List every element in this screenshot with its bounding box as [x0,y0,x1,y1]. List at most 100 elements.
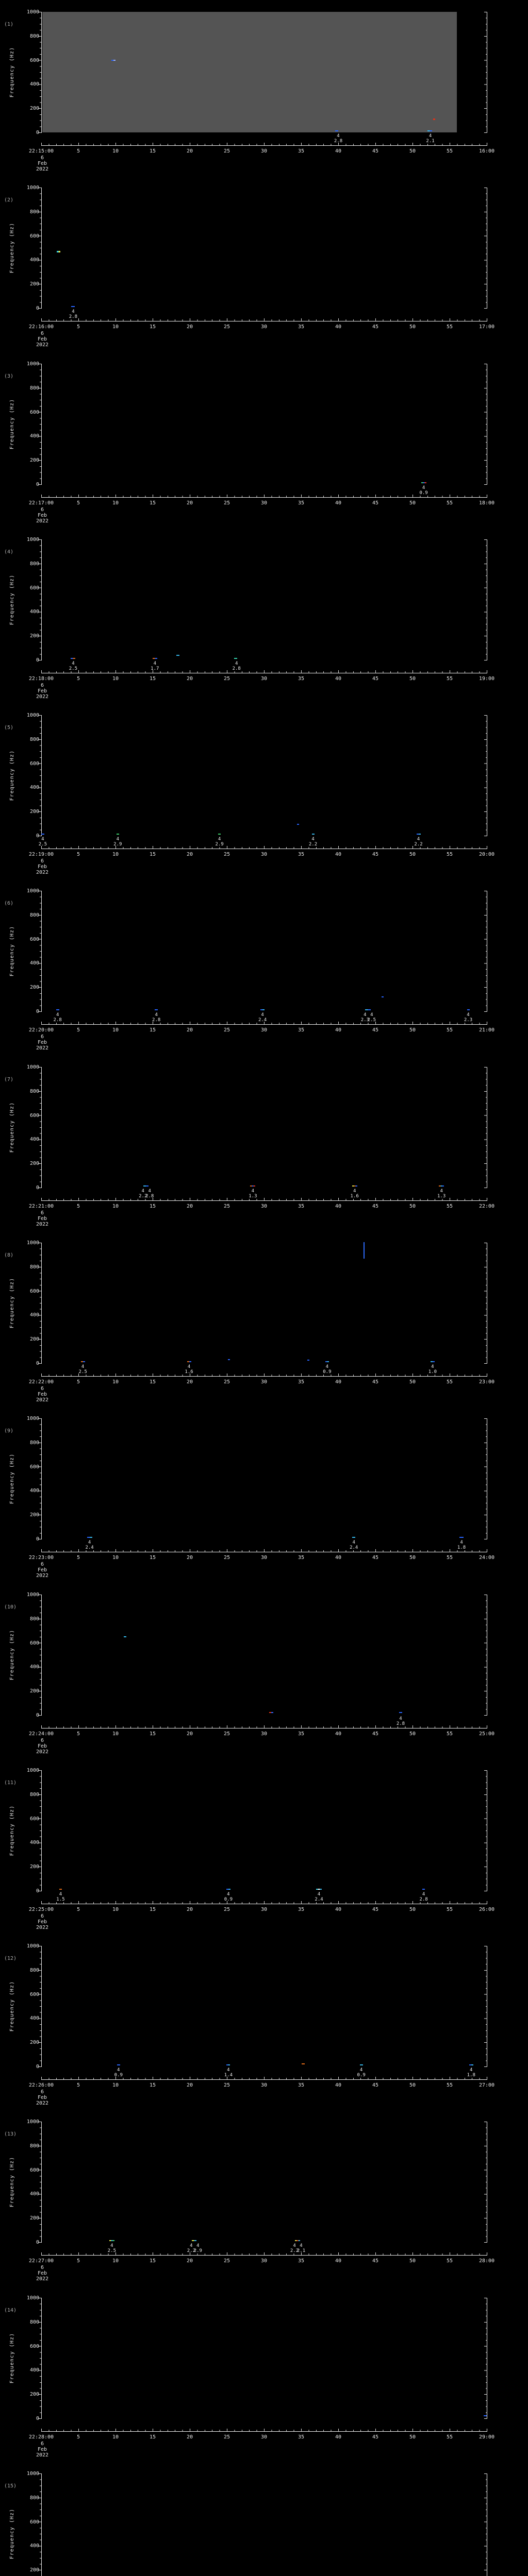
x-axis-line [41,1024,487,1025]
spectrogram-energy-mark [260,1009,265,1011]
panel-index-label: (4) [4,549,14,555]
x-tick-label: 45 [372,2082,379,2088]
y-tick-label: 800 [29,2319,39,2325]
y-tick-label: 0 [36,2240,39,2245]
x-tick-label: 50 [409,2258,416,2264]
spectrogram-energy-mark [226,2064,230,2066]
event-magnitude-label: 1.0 [428,1369,437,1375]
spectrogram-panel: (11) Frequency (Hz) 1000 800 600 400 200 0 5 10 15… [0,1758,528,1934]
y-axis-minor-ticks-right [486,715,487,836]
y-tick-label: 200 [29,1161,39,1167]
y-axis-left [41,1770,42,1891]
x-axis-date-line: Feb [37,1392,47,1397]
event-magnitude-label: 1.6 [350,1194,359,1199]
event-count-label: 4 [141,1189,144,1194]
x-tick-label: 35 [298,852,305,857]
x-axis-end-time-label: 27:00 [478,2082,495,2088]
x-tick-label: 45 [372,1027,379,1033]
spectrogram-energy-mark [228,1359,230,1360]
y-tick-label: 0 [36,2064,39,2070]
event-count-label: 4 [293,2243,296,2248]
x-tick-label: 45 [372,852,379,857]
y-axis-title-wrap: Frequency (Hz) [8,2298,15,2418]
x-tick-label: 40 [335,676,342,682]
y-axis-left [41,1946,42,2067]
x-axis-date-line: 2022 [36,694,49,700]
y-tick-label: 400 [29,1664,39,1670]
x-axis-date-line: Feb [37,1216,47,1222]
y-tick-label: 400 [29,960,39,967]
event-magnitude-label: 0.9 [114,2073,123,2078]
event-count-label: 4 [59,1892,62,1897]
y-axis-minor-ticks-left [40,1418,41,1539]
y-tick-label: 200 [29,1512,39,1518]
x-tick-label: 40 [335,148,342,154]
spectrogram-energy-mark [325,1361,329,1363]
event-magnitude-label: 2.2 [414,842,423,847]
x-tick-label: 35 [298,1379,305,1385]
event-count-label: 4 [116,837,120,842]
x-tick-label: 30 [260,148,268,154]
spectrogram-plot [41,1067,487,1188]
y-axis-minor-ticks-left [40,1595,41,1716]
x-tick-label: 45 [372,1379,379,1385]
x-tick-label: 40 [335,324,342,330]
event-magnitude-label: 2.2 [290,2248,299,2253]
y-axis-minor-ticks-left [40,1067,41,1188]
x-tick-label: 40 [335,1555,342,1561]
spectrogram-plot [41,364,487,484]
event-magnitude-label: 2.1 [296,2248,306,2253]
y-axis-title: Frequency (Hz) [9,1453,15,1504]
x-tick-label: 55 [446,1907,453,1912]
y-axis-left [41,12,42,133]
x-axis-end-time-label: 24:00 [478,1555,495,1561]
spectrogram-energy-mark [143,1185,149,1187]
y-axis-left [41,188,42,309]
x-tick-label: 25 [223,676,230,682]
y-tick-label: 1000 [26,9,39,15]
spectrogram-plot [41,12,487,132]
x-tick-label: 55 [446,1204,453,1209]
x-tick-label: 30 [260,676,268,682]
y-axis-title: Frequency (Hz) [9,925,15,977]
x-tick-label: 15 [149,500,156,506]
x-axis-start-time-label: 22:24:00 [28,1731,54,1737]
y-tick-label: 800 [29,2495,39,2501]
y-tick-label: 200 [29,985,39,991]
x-tick-label: 15 [149,1731,156,1737]
y-axis-minor-ticks-right [486,1770,487,1891]
panel-index-label: (12) [4,1956,17,1961]
x-tick-label: 20 [186,324,193,330]
x-axis-minor-ticks [41,671,487,673]
x-axis-date-line: 6 [40,1386,44,1392]
x-axis-date-line: 6 [40,155,44,161]
spectrogram-panel: (2) Frequency (Hz) 1000 800 600 400 200 0 5 10 15 2… [0,176,528,351]
x-tick-label: 5 [76,324,80,330]
spectrogram-energy-mark [364,1242,365,1259]
x-tick-label: 50 [409,500,416,506]
y-tick-label: 400 [29,81,39,88]
event-count-label: 4 [337,133,340,139]
x-tick-label: 50 [409,1555,416,1561]
event-magnitude-label: 2.5 [367,1018,376,1023]
x-tick-label: 10 [112,1027,119,1033]
spectrogram-energy-mark [124,1636,127,1637]
spectrogram-energy-mark [294,2240,300,2242]
spectrogram-plot [41,1595,487,1715]
y-axis-title: Frequency (Hz) [9,398,15,450]
x-tick-label: 55 [446,1379,453,1385]
spectrogram-plot [41,1243,487,1363]
spectrogram-energy-mark [352,1537,356,1538]
y-axis-minor-ticks-right [486,12,487,133]
panel-index-label: (2) [4,197,14,203]
x-tick-label: 5 [76,1907,80,1912]
x-axis-start-time-label: 22:17:00 [28,500,54,506]
y-tick-label: 800 [29,1616,39,1622]
y-axis-title: Frequency (Hz) [9,2508,15,2560]
y-axis-minor-ticks-right [486,1067,487,1188]
event-count-label: 4 [325,1364,329,1369]
y-axis-title-wrap: Frequency (Hz) [8,2473,15,2576]
spectrogram-energy-mark [192,2240,197,2242]
x-tick-label: 20 [186,1379,193,1385]
x-axis-date-line: 2022 [36,2276,49,2282]
